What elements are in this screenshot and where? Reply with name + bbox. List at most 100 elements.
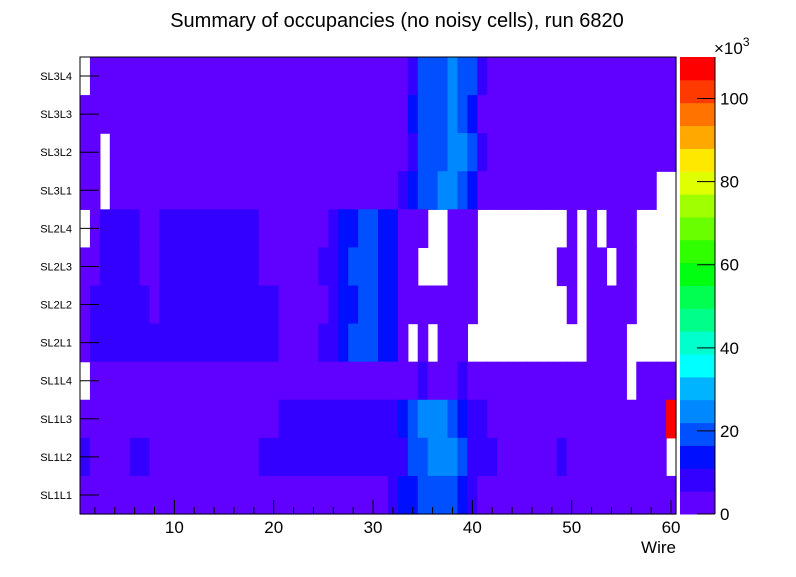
heatmap-cell xyxy=(636,437,647,477)
heatmap-cell xyxy=(417,171,429,210)
heatmap-cell xyxy=(368,475,379,515)
heatmap-cell xyxy=(477,133,488,172)
heatmap-cell xyxy=(536,437,548,477)
heatmap-cell xyxy=(656,437,667,477)
heatmap-cell xyxy=(507,57,518,96)
heatmap-cell xyxy=(497,475,508,515)
heatmap-cell xyxy=(219,475,230,515)
heatmap-cell xyxy=(318,285,329,325)
heatmap-cell xyxy=(586,475,598,515)
heatmap-cell xyxy=(586,361,598,401)
heatmap-cell xyxy=(159,57,170,96)
heatmap-cell xyxy=(378,171,389,210)
heatmap-cell xyxy=(219,247,230,287)
heatmap-cell xyxy=(308,475,319,515)
heatmap-cell xyxy=(368,323,379,363)
heatmap-cell xyxy=(278,57,290,96)
heatmap-cell xyxy=(229,171,240,210)
heatmap-cell xyxy=(387,57,399,96)
heatmap-cell xyxy=(238,285,250,325)
heatmap-cell xyxy=(169,437,180,477)
heatmap-cell xyxy=(527,95,538,134)
heatmap-cell xyxy=(248,285,260,325)
heatmap-cell xyxy=(457,437,468,477)
heatmap-cell xyxy=(586,437,598,477)
heatmap-cell xyxy=(258,133,270,172)
heatmap-cell xyxy=(189,57,200,96)
heatmap-cell xyxy=(348,475,359,515)
y-tick-label: SL1L3 xyxy=(40,414,72,426)
heatmap-cell xyxy=(447,437,459,477)
heatmap-cell xyxy=(328,361,339,401)
heatmap-cell xyxy=(149,475,161,515)
x-tick-label: 50 xyxy=(562,518,581,537)
heatmap-cell xyxy=(596,361,608,401)
heatmap-cell xyxy=(229,437,240,477)
heatmap-cell xyxy=(447,285,459,325)
heatmap-cell xyxy=(298,95,310,134)
heatmap-cell xyxy=(308,133,319,172)
heatmap-cell xyxy=(546,171,558,210)
heatmap-cell xyxy=(189,95,200,134)
heatmap-cell xyxy=(358,171,369,210)
heatmap-cell xyxy=(378,57,389,96)
heatmap-cell xyxy=(467,285,478,325)
heatmap-cell xyxy=(517,133,528,172)
heatmap-cell xyxy=(248,171,260,210)
heatmap-cell xyxy=(348,399,359,439)
heatmap-cell xyxy=(586,247,598,287)
heatmap-cell xyxy=(606,475,617,515)
heatmap-cell xyxy=(209,95,220,134)
heatmap-cell xyxy=(636,133,647,172)
heatmap-cell xyxy=(477,57,488,96)
heatmap-cell xyxy=(209,475,220,515)
heatmap-cell xyxy=(258,399,270,439)
heatmap-cell xyxy=(179,209,190,249)
heatmap-cell xyxy=(626,437,637,477)
heatmap-cell xyxy=(467,247,478,287)
heatmap-cell xyxy=(149,57,161,96)
heatmap-cell xyxy=(159,475,170,515)
heatmap-cell xyxy=(457,171,468,210)
y-tick-label: SL1L2 xyxy=(40,452,72,464)
heatmap-cell xyxy=(397,437,409,477)
heatmap-cell xyxy=(666,133,677,172)
heatmap-cell xyxy=(229,95,240,134)
heatmap-cell xyxy=(318,475,329,515)
heatmap-cell xyxy=(119,361,131,401)
heatmap-cell xyxy=(298,361,310,401)
heatmap-cell xyxy=(238,57,250,96)
x-tick-label: 30 xyxy=(364,518,383,537)
heatmap-cell xyxy=(268,323,280,363)
heatmap-cell xyxy=(507,171,518,210)
heatmap-cell xyxy=(278,95,290,134)
heatmap-cell xyxy=(487,95,498,134)
heatmap-cell xyxy=(308,399,319,439)
heatmap-cell xyxy=(378,133,389,172)
heatmap-cell xyxy=(606,171,617,210)
heatmap-cell xyxy=(487,133,498,172)
heatmap-cell xyxy=(477,95,488,134)
heatmap-cell xyxy=(407,95,419,134)
heatmap-cell xyxy=(527,171,538,210)
heatmap-cell xyxy=(169,57,180,96)
heatmap-cell xyxy=(536,133,548,172)
color-scale: 0 20 40 60 80 100 xyxy=(680,57,748,524)
heatmap-cell xyxy=(348,171,359,210)
heatmap-cell xyxy=(566,475,578,515)
heatmap-cell xyxy=(646,57,657,96)
heatmap-cell xyxy=(288,437,300,477)
heatmap-cell xyxy=(368,171,379,210)
heatmap-cell xyxy=(169,323,180,363)
heatmap-cell xyxy=(437,437,449,477)
colorbar-swatch xyxy=(680,262,715,286)
heatmap-cell xyxy=(566,437,578,477)
heatmap-cell xyxy=(119,133,131,172)
heatmap-cell xyxy=(179,247,190,287)
heatmap-cell xyxy=(318,95,329,134)
x-tick-label: 10 xyxy=(165,518,184,537)
heatmap-cell xyxy=(378,247,389,287)
heatmap-cell xyxy=(626,247,637,287)
heatmap-cell xyxy=(298,323,310,363)
heatmap-cell xyxy=(258,95,270,134)
